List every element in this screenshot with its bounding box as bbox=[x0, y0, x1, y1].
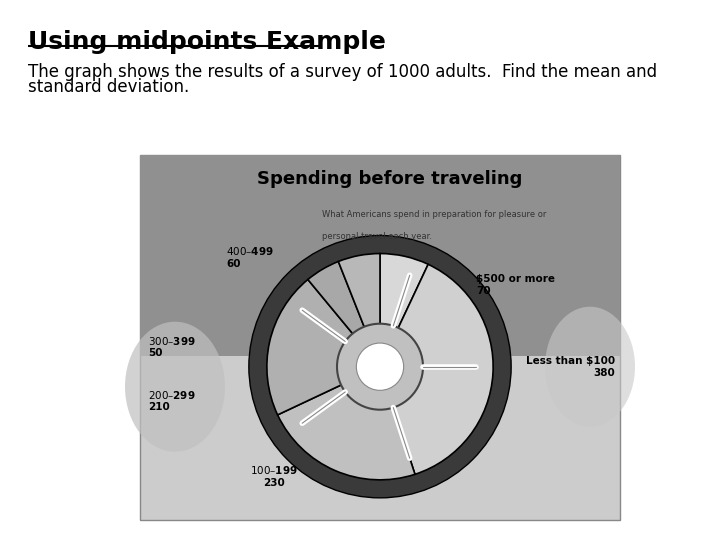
Ellipse shape bbox=[125, 322, 225, 451]
Text: $300 – $399
50: $300 – $399 50 bbox=[148, 335, 196, 358]
Wedge shape bbox=[267, 280, 380, 415]
Text: Less than $100
380: Less than $100 380 bbox=[526, 356, 615, 377]
Wedge shape bbox=[380, 254, 428, 367]
Wedge shape bbox=[380, 264, 493, 474]
Text: $100 – $199
230: $100 – $199 230 bbox=[251, 464, 298, 488]
Circle shape bbox=[249, 235, 511, 498]
Text: personal travel each year.: personal travel each year. bbox=[323, 232, 433, 241]
Wedge shape bbox=[338, 254, 380, 367]
Circle shape bbox=[337, 323, 423, 410]
Text: What Americans spend in preparation for pleasure or: What Americans spend in preparation for … bbox=[323, 210, 546, 219]
Wedge shape bbox=[278, 367, 415, 480]
Text: $400 – $499
60: $400 – $499 60 bbox=[226, 245, 274, 269]
Circle shape bbox=[356, 343, 404, 390]
Ellipse shape bbox=[545, 307, 635, 427]
FancyBboxPatch shape bbox=[140, 155, 620, 356]
Text: $200 – $299
210: $200 – $299 210 bbox=[148, 389, 196, 413]
FancyBboxPatch shape bbox=[140, 155, 620, 520]
Text: Spending before traveling: Spending before traveling bbox=[257, 170, 522, 187]
Text: standard deviation.: standard deviation. bbox=[28, 78, 189, 96]
Text: The graph shows the results of a survey of 1000 adults.  Find the mean and: The graph shows the results of a survey … bbox=[28, 63, 657, 81]
Text: $500 or more
70: $500 or more 70 bbox=[476, 274, 555, 296]
Wedge shape bbox=[308, 261, 380, 367]
Text: Using midpoints Example: Using midpoints Example bbox=[28, 30, 386, 54]
